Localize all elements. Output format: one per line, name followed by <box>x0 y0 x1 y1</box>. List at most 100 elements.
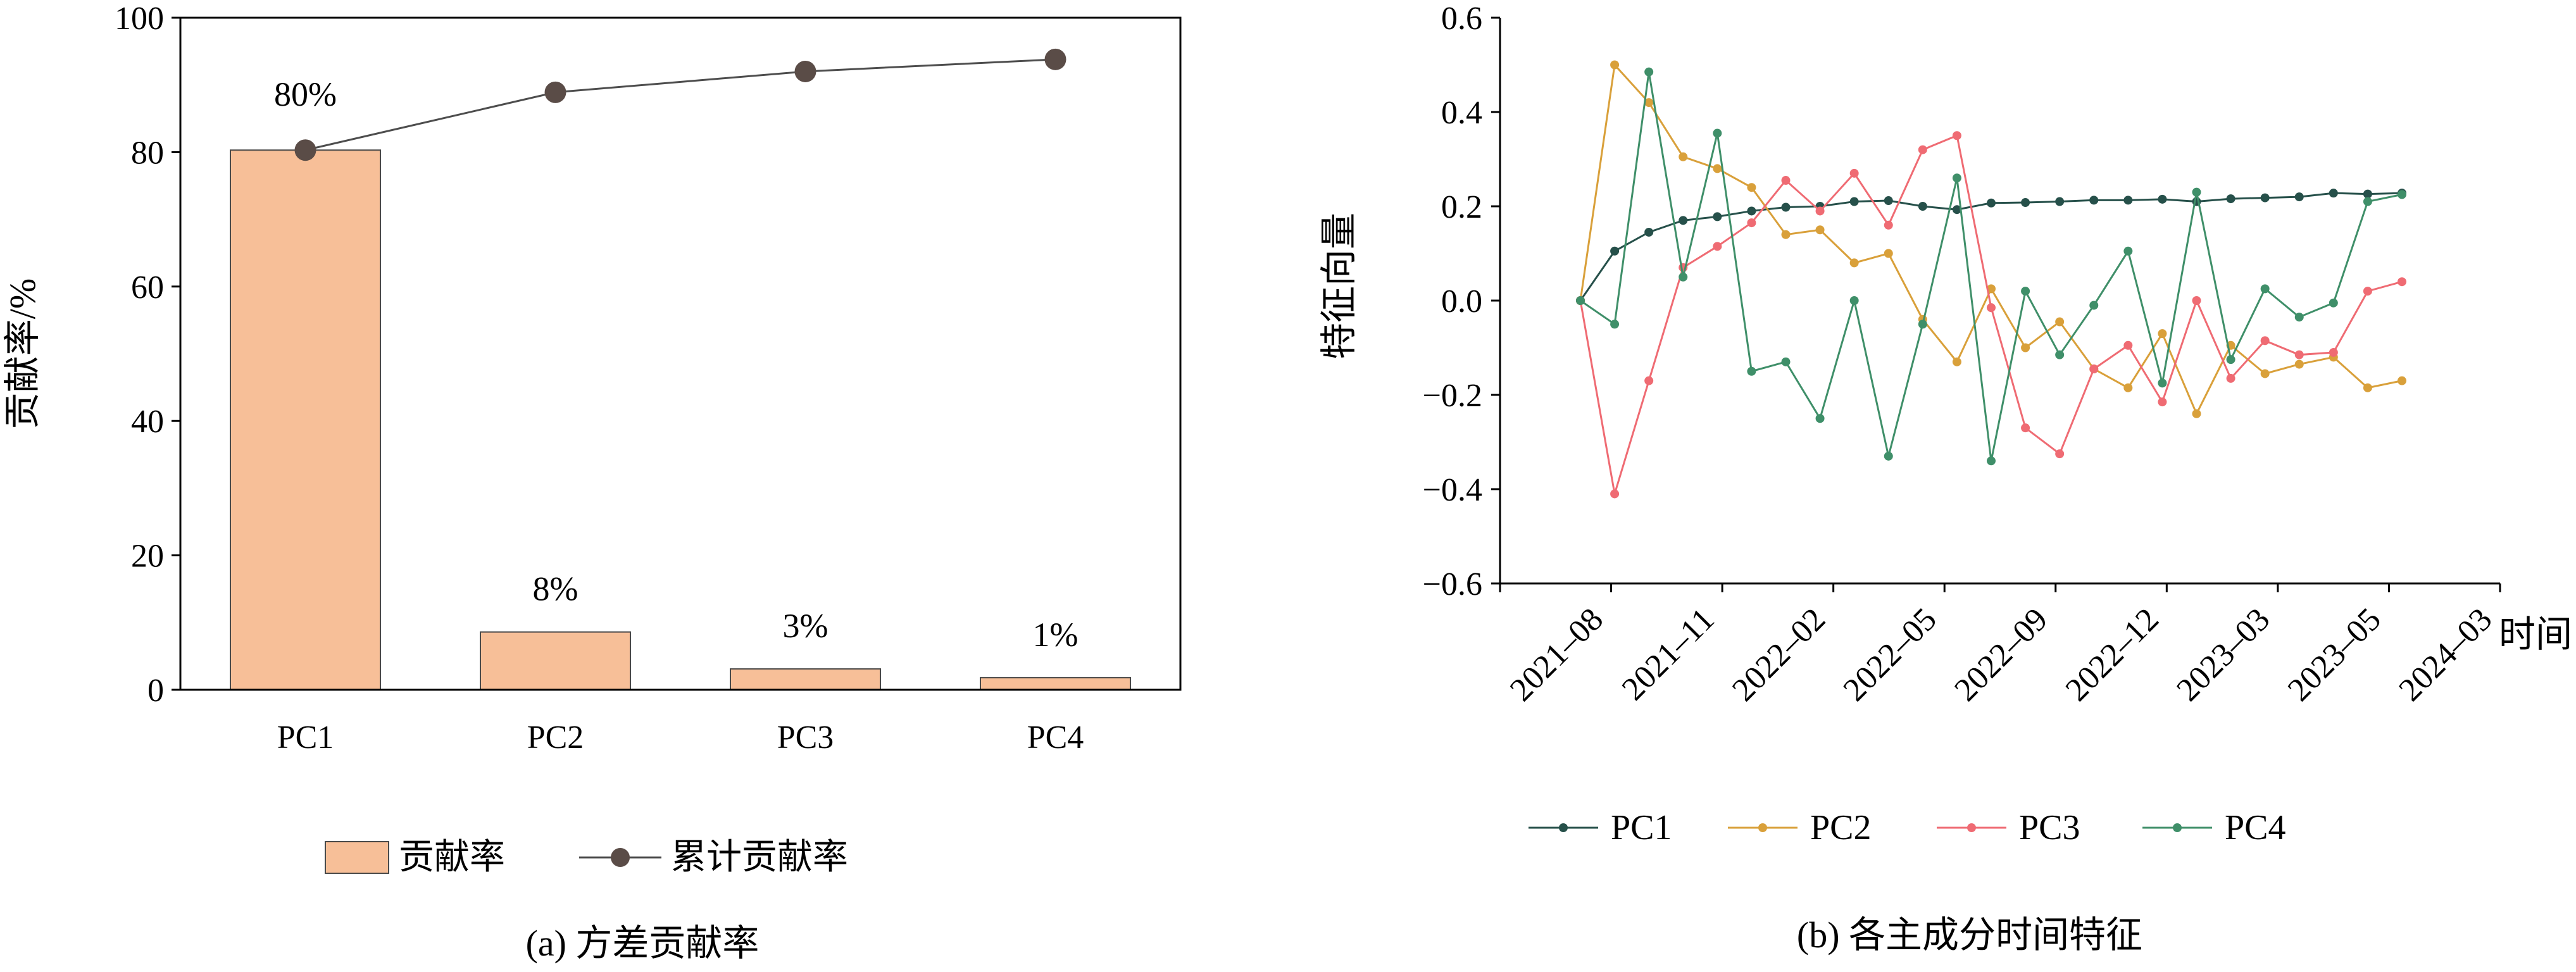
series-point-pc3 <box>2363 287 2372 296</box>
series-point-pc2 <box>2294 359 2304 369</box>
series-point-pc3 <box>1781 176 1791 185</box>
series-point-pc4 <box>2021 287 2030 296</box>
series-point-pc2 <box>1781 230 1791 239</box>
series-point-pc2 <box>1849 258 1859 268</box>
legend-marker-pc4 <box>2173 823 2182 832</box>
series-point-pc1 <box>2055 197 2065 206</box>
series-point-pc3 <box>1884 220 1893 230</box>
series-point-pc3 <box>2158 397 2167 407</box>
series-point-pc4 <box>2294 313 2304 322</box>
series-point-pc4 <box>1713 128 1722 138</box>
series-point-pc4 <box>2158 378 2167 388</box>
series-point-pc1 <box>1781 202 1791 212</box>
series-point-pc3 <box>2260 336 2270 346</box>
y-tick-label: 20 <box>131 539 164 575</box>
x-tick-label: PC1 <box>277 720 334 756</box>
y-tick-label: 60 <box>131 270 164 306</box>
series-point-pc4 <box>1815 414 1825 423</box>
series-point-pc2 <box>2192 409 2201 418</box>
series-point-pc1 <box>2021 198 2030 208</box>
series-point-pc2 <box>2363 383 2372 392</box>
series-point-pc1 <box>1644 227 1654 237</box>
legend-marker-pc3 <box>1967 823 1976 832</box>
series-point-pc2 <box>1747 183 1756 192</box>
series-point-pc4 <box>2055 350 2065 359</box>
x-tick-label: 2023–03 <box>2170 601 2277 708</box>
bar-value-label: 80% <box>274 75 337 113</box>
series-point-pc1 <box>2294 192 2304 202</box>
panel-b-caption: (b) 各主成分时间特征 <box>1797 914 2142 956</box>
panel-a-plot-frame <box>179 16 1182 691</box>
cumulative-point <box>794 60 816 82</box>
x-tick-label: 2023–05 <box>2281 601 2388 708</box>
series-point-pc4 <box>2398 190 2406 199</box>
x-tick-label: 2021–08 <box>1503 601 1610 708</box>
y-tick-label: 0.0 <box>1441 284 1482 320</box>
series-point-pc3 <box>2192 296 2201 305</box>
panel-b-time-features: 0.6 0.4 0.2 0.0 −0.2 −0.4 −0.6 2021–08 2021–11 2… <box>1318 1 2572 956</box>
series-point-pc4 <box>2192 187 2201 197</box>
legend-marker-pc1 <box>1559 823 1568 832</box>
series-point-pc3 <box>2294 350 2304 359</box>
panel-b-y-axis-label: 特征向量 <box>1318 213 1360 359</box>
series-point-pc4 <box>1849 296 1859 305</box>
series-point-pc4 <box>1747 366 1756 376</box>
legend-bar-swatch <box>325 841 389 874</box>
series-point-pc1 <box>1952 205 1961 215</box>
series-point-pc2 <box>2123 383 2133 392</box>
y-tick-label: 0.2 <box>1441 189 1482 225</box>
legend-label-pc4: PC4 <box>2225 808 2286 847</box>
y-tick-label: −0.2 <box>1423 378 1482 414</box>
y-tick-label: 100 <box>115 1 164 37</box>
series-point-pc3 <box>2226 373 2235 383</box>
legend-marker-pc2 <box>1758 823 1767 832</box>
series-point-pc4 <box>1781 357 1791 366</box>
y-tick-label: 0.6 <box>1441 1 1482 37</box>
x-tick-label: PC2 <box>527 720 584 756</box>
series-point-pc3 <box>2123 340 2133 350</box>
series-point-pc2 <box>1713 164 1722 173</box>
series-point-pc2 <box>2260 369 2270 378</box>
x-tick-label: 2021–11 <box>1615 601 1722 707</box>
series-point-pc4 <box>1884 451 1893 461</box>
y-tick-label: 0.4 <box>1441 95 1482 131</box>
series-point-pc4 <box>1952 173 1961 183</box>
legend-label-pc3: PC3 <box>2019 808 2080 847</box>
y-tick-label: 80 <box>131 135 164 171</box>
y-tick-label: 0 <box>147 673 164 709</box>
series-point-pc4 <box>2226 355 2235 364</box>
series-point-pc2 <box>1815 225 1825 235</box>
series-point-pc2 <box>1952 357 1961 366</box>
series-point-pc3 <box>1610 489 1620 499</box>
series-point-pc3 <box>2089 364 2099 374</box>
x-tick-label: 2022–12 <box>2059 601 2166 708</box>
series-point-pc3 <box>1747 218 1756 228</box>
bar-value-label: 3% <box>783 607 828 645</box>
x-tick-label: 2024–03 <box>2392 601 2499 708</box>
series-point-pc1 <box>1849 197 1859 206</box>
x-tick-label: PC3 <box>777 720 834 756</box>
y-tick-label: −0.6 <box>1423 566 1482 602</box>
bar-value-label: 8% <box>533 570 578 608</box>
y-tick-label: −0.4 <box>1423 472 1482 508</box>
series-point-pc1 <box>1747 206 1756 216</box>
series-point-pc2 <box>2398 376 2406 385</box>
legend-line-label: 累计贡献率 <box>671 838 848 877</box>
cumulative-line <box>305 58 1056 151</box>
series-point-pc4 <box>2123 246 2133 256</box>
cumulative-point <box>1044 48 1066 70</box>
legend-label-pc1: PC1 <box>1611 808 1672 847</box>
series-point-pc2 <box>1644 98 1654 108</box>
series-point-pc1 <box>2363 189 2372 199</box>
series-point-pc4 <box>2329 298 2338 308</box>
panel-a-y-axis-label: 贡献率/% <box>2 278 43 429</box>
x-tick-label: 2022–05 <box>1837 601 1944 708</box>
series-point-pc3 <box>1644 376 1654 385</box>
panel-a-contribution: 80% 8% 3% 1% 0 20 40 60 80 100 PC1 PC2 PC3 PC4 贡献率/… <box>2 1 1182 964</box>
cumulative-point <box>294 139 316 161</box>
series-point-pc4 <box>2260 284 2270 294</box>
series-point-pc3 <box>2021 423 2030 433</box>
bar <box>230 149 381 691</box>
series-point-pc4 <box>1576 296 1585 305</box>
series-point-pc4 <box>2363 197 2372 206</box>
